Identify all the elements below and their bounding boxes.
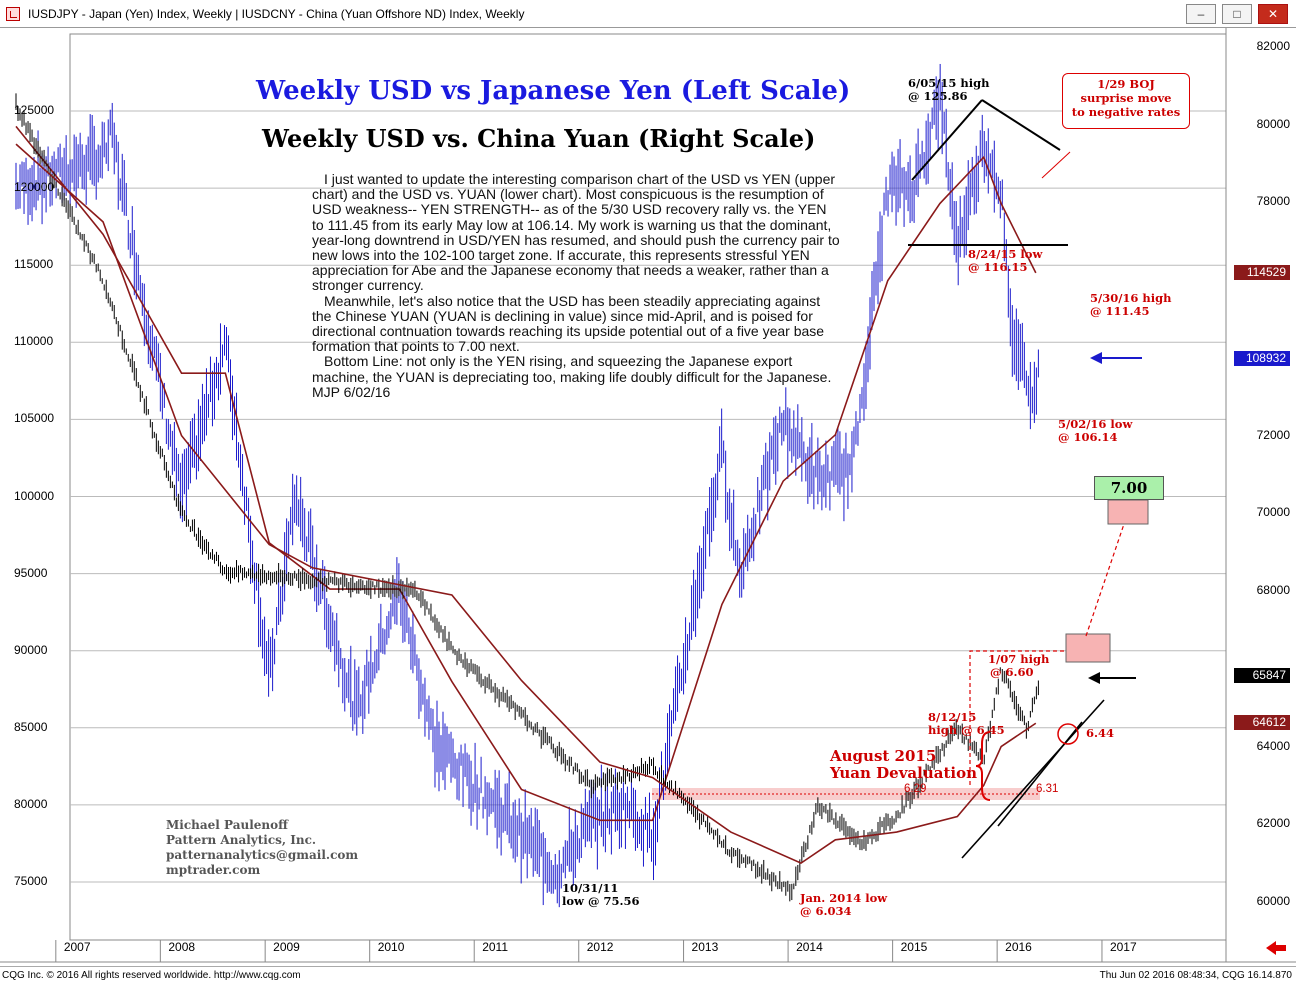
annotation-631: 6.31	[1036, 783, 1059, 795]
blue-arrow-head	[1090, 352, 1102, 364]
left-axis-tick-label: 110000	[14, 334, 54, 349]
yuan-chart-title: Weekly USD vs. China Yuan (Right Scale)	[262, 124, 816, 153]
circle-644	[1057, 723, 1079, 745]
devaluation-brace	[975, 731, 991, 801]
window-title: IUSDJPY - Japan (Yen) Index, Weekly | IU…	[28, 7, 525, 21]
left-axis-tick-label: 105000	[14, 411, 55, 426]
time-axis-label: 2011	[482, 940, 509, 954]
close-button[interactable]: ✕	[1258, 4, 1288, 24]
target-zones	[652, 499, 1149, 800]
scroll-left-icon	[1266, 941, 1286, 955]
commentary-paragraph-3: Bottom Line: not only is the YEN rising,…	[312, 353, 832, 400]
annotation-629: 6.29	[904, 783, 927, 795]
left-axis-tick-label: 95000	[14, 565, 48, 580]
right-axis-tick-label: 60000	[1256, 894, 1290, 908]
right-axis-tick-label: 82000	[1256, 39, 1290, 53]
annotation-2015-high: 6/05/15 high @ 125.86	[908, 76, 990, 103]
usdjpy-moving-average	[15, 125, 1037, 822]
commentary-text: I just wanted to update the interesting …	[312, 171, 842, 400]
usdcny-series	[15, 93, 1039, 902]
annotation-2016-high: 5/30/16 high @ 111.45	[1090, 291, 1172, 318]
price-tag-cny-ma: 64612	[1234, 715, 1290, 730]
dashed-base-box	[969, 650, 1066, 785]
commentary-paragraph-2: Meanwhile, let's also notice that the US…	[312, 292, 825, 355]
annotation-644: 6.44	[1086, 726, 1115, 740]
left-axis-tick-label: 125000	[14, 103, 55, 117]
time-axis-label: 2015	[900, 940, 928, 954]
annotation-2016-low: 5/02/16 low @ 106.14	[1058, 417, 1133, 444]
target-zone-upper	[1107, 499, 1149, 525]
usdcny-moving-average	[15, 143, 1037, 865]
right-axis-tick-label: 72000	[1256, 427, 1290, 442]
left-axis-tick-label: 85000	[14, 719, 48, 734]
chart-series	[15, 63, 1039, 908]
left-axis-tick-label: 100000	[14, 488, 55, 503]
maximize-button[interactable]: □	[1222, 4, 1252, 24]
left-axis-tick-label: 120000	[14, 180, 55, 195]
right-axis-tick-label: 78000	[1256, 194, 1290, 209]
credit-website: mptrader.com	[166, 863, 261, 877]
time-axis-label: 2008	[168, 940, 196, 954]
left-axis-tick-label: 75000	[14, 874, 48, 888]
right-axis-tick-label: 80000	[1256, 116, 1290, 131]
target-zone-lower	[1065, 633, 1111, 663]
timestamp-text: Thu Jun 02 2016 08:48:34, CQG 16.14.870	[1099, 970, 1292, 981]
time-axis-label: 2007	[63, 940, 91, 954]
left-axis-tick-label: 90000	[14, 642, 48, 657]
yuan-uptrend-1	[961, 699, 1105, 859]
chart-app-icon	[6, 7, 20, 21]
annotation-boj-box: 1/29 BOJ surprise move to negative rates	[1062, 73, 1190, 129]
left-axis-tick-label: 80000	[14, 796, 48, 811]
author-credit: Michael Paulenoff Pattern Analytics, Inc…	[166, 818, 358, 878]
annotation-0812-high: 8/12/15 high @ 6.45	[928, 710, 1005, 737]
right-axis-tick-label: 64000	[1256, 738, 1290, 753]
time-axis-label: 2013	[691, 940, 719, 954]
time-axis-label: 2012	[586, 940, 614, 954]
annotation-0107-high: 1/07 high @ 6.60	[988, 652, 1050, 679]
left-axis-tick-label: 115000	[14, 257, 54, 272]
right-axis-tick-label: 68000	[1256, 583, 1290, 598]
black-arrow-head	[1088, 672, 1100, 684]
window-titlebar: IUSDJPY - Japan (Yen) Index, Weekly | IU…	[0, 0, 1296, 28]
right-axis-tick-label: 70000	[1256, 505, 1290, 520]
yen-chart-title: Weekly USD vs Japanese Yen (Left Scale)	[256, 76, 851, 106]
right-axis-tick-label: 62000	[1256, 816, 1290, 831]
status-footer: CQG Inc. © 2016 All rights reserved worl…	[0, 966, 1296, 984]
annotation-2014-low: Jan. 2014 low @ 6.034	[800, 891, 888, 918]
target-700-label: 7.00	[1094, 476, 1164, 500]
annotation-2011-low: 10/31/11 low @ 75.56	[562, 881, 640, 908]
target-projection	[1085, 523, 1125, 637]
chart-overlays	[908, 99, 1286, 955]
time-axis-label: 2010	[377, 940, 405, 954]
price-tag-jpy-last: 108932	[1234, 351, 1290, 366]
minimize-button[interactable]: –	[1186, 4, 1216, 24]
credit-name: Michael Paulenoff	[166, 818, 288, 832]
plot-frame	[69, 33, 1227, 941]
time-axis-label: 2016	[1005, 940, 1032, 954]
credit-email: patternanalytics@gmail.com	[166, 848, 359, 862]
boj-pointer	[1041, 151, 1071, 179]
annotation-2015-low: 8/24/15 low @ 116.15	[968, 247, 1043, 274]
time-axis-label: 2014	[796, 940, 823, 954]
price-tag-cny-last: 65847	[1234, 668, 1290, 683]
copyright-text: CQG Inc. © 2016 All rights reserved worl…	[2, 970, 301, 981]
yuan-uptrend-2	[997, 721, 1083, 827]
price-tag-jpy-ma: 114529	[1234, 265, 1290, 280]
time-axis-label: 2009	[273, 940, 300, 954]
trendline-top-right	[981, 99, 1061, 151]
trendline-top-left	[911, 99, 983, 181]
annotation-devaluation: August 2015 Yuan Devaluation	[830, 747, 978, 782]
credit-company: Pattern Analytics, Inc.	[166, 833, 317, 847]
commentary-paragraph-1: I just wanted to update the interesting …	[312, 171, 840, 294]
time-axis-label: 2017	[1109, 940, 1137, 954]
